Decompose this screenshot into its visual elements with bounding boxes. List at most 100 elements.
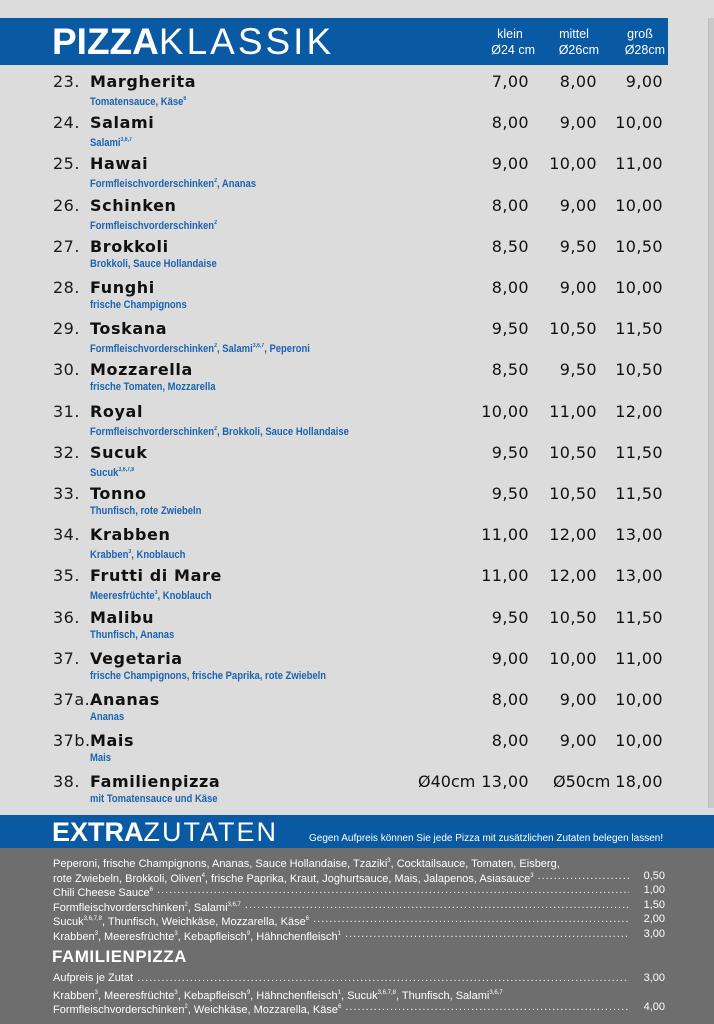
extras-price-list: Peperoni, frische Champignons, Ananas, S…: [53, 854, 665, 943]
price-gross: 10,00: [615, 113, 663, 133]
title-bold: EXTRA: [52, 817, 144, 847]
dot-leader: ........................................…: [345, 1001, 629, 1013]
price-mittel: 10,50: [549, 442, 597, 462]
item-number: 36.: [53, 607, 80, 627]
price-gross: 11,50: [615, 607, 663, 627]
price-gross: 10,00: [615, 278, 663, 297]
price-mittel: 9,00: [559, 690, 597, 709]
item-number: 26.: [53, 195, 80, 215]
menu-item: 31. Royal Formfleischvorderschinken2, Brok…: [0, 401, 714, 442]
size-label: mittel: [559, 27, 589, 41]
extras-price: 1,50: [643, 898, 665, 911]
item-number: 32.: [53, 442, 80, 462]
price-gross: 10,00: [615, 690, 663, 709]
item-number: 34.: [53, 525, 80, 545]
item-description: Sucuk3,6,7,8: [90, 466, 135, 479]
price-klein: 9,00: [491, 154, 529, 174]
price-mittel: 9,00: [559, 113, 597, 133]
price-gross: 11,50: [615, 319, 663, 339]
size-header-gross: groß Ø28cm: [605, 26, 665, 58]
item-name: Schinken: [90, 195, 177, 215]
menu-item: 27. Brokkoli Brokkoli, Sauce Hollandaise 8,…: [0, 236, 714, 277]
item-name: Funghi: [90, 278, 155, 297]
dot-leader: ........................................…: [244, 898, 629, 911]
extras-note: Gegen Aufpreis können Sie jede Pizza mit…: [309, 833, 664, 844]
item-name: Familienpizza: [90, 772, 221, 791]
price-gross: 9,00: [625, 72, 663, 91]
extras-price: 3,00: [643, 927, 665, 940]
price-50cm: 18,00: [615, 772, 663, 791]
menu-item: 37a. Ananas Ananas 8,00 9,00 10,00: [0, 689, 714, 730]
menu-item: 36. Malibu Thunfisch, Ananas 9,50 10,50 11,50: [0, 607, 714, 648]
price-gross: 10,50: [615, 360, 663, 380]
extras-ingredients: Krabben3, Meeresfrüchte3, Kebapfleisch9,…: [53, 989, 503, 1002]
item-name: Tonno: [90, 484, 147, 503]
price-gross: 11,50: [615, 484, 663, 503]
title-bold: PIZZA: [52, 21, 159, 62]
price-mittel: 10,00: [549, 648, 597, 668]
item-description: Thunfisch, Ananas: [90, 628, 175, 641]
price-klein: 7,00: [491, 72, 529, 91]
price-klein: 11,00: [481, 525, 529, 545]
extras-ingredients: Peperoni, frische Champignons, Ananas, S…: [53, 858, 560, 870]
item-description: Thunfisch, rote Zwiebeln: [90, 505, 202, 517]
price-klein: 9,50: [491, 607, 529, 627]
size-label: groß: [627, 27, 653, 41]
price-klein: 8,00: [491, 690, 529, 709]
title-light: ZUTATEN: [143, 817, 279, 847]
price-klein: 8,00: [491, 113, 529, 133]
item-description: Tomatensauce, Käse6: [90, 96, 187, 108]
menu-item: 37b. Mais Mais 8,00 9,00 10,00: [0, 730, 714, 771]
size-label: klein: [497, 27, 523, 41]
item-number: 37.: [53, 648, 80, 668]
price-mittel: 9,00: [559, 278, 597, 297]
item-number: 23.: [53, 72, 80, 91]
menu-item: 35. Frutti di Mare Meeresfrüchte3, Knoblau…: [0, 565, 714, 606]
item-description: frische Tomaten, Mozzarella: [90, 381, 216, 394]
item-name: Malibu: [90, 607, 155, 627]
extras-line: Formfleischvorderschinken2, Salami3,6,7.…: [53, 898, 665, 914]
dot-leader: ........................................…: [156, 884, 629, 896]
price-klein: 8,00: [491, 731, 529, 751]
price-klein: 8,50: [491, 236, 529, 256]
item-name: Salami: [90, 113, 155, 133]
menu-item: 28. Funghi frische Champignons 8,00 9,00 10,0…: [0, 277, 714, 318]
price-klein: 9,50: [491, 319, 529, 339]
extras-line: Peperoni, frische Champignons, Ananas, S…: [53, 854, 665, 870]
price-mittel: 10,50: [549, 319, 597, 339]
item-name: Toskana: [90, 319, 168, 339]
price-mittel: 9,50: [559, 360, 597, 380]
item-name: Mozzarella: [90, 360, 193, 380]
item-description: mit Tomatensauce und Käse: [90, 793, 218, 805]
price-mittel: 9,00: [559, 731, 597, 751]
item-name: Royal: [90, 401, 144, 421]
price-klein: 8,50: [491, 360, 529, 380]
item-number: 33.: [53, 484, 80, 503]
price-40cm: 13,00: [481, 772, 529, 791]
menu-item: 24. Salami Salami3,6,7 8,00 9,00 10,00: [0, 112, 714, 153]
dot-leader: ........................................…: [137, 972, 629, 984]
item-description: Formfleischvorderschinken2, Salami3,6,7,…: [90, 343, 310, 356]
item-description: Brokkoli, Sauce Hollandaise: [90, 257, 217, 270]
price-mittel: 10,50: [549, 607, 597, 627]
price-gross: 13,00: [615, 525, 663, 545]
size-header-mittel: mittel Ø26cm: [539, 26, 599, 58]
extras-price: 2,00: [643, 913, 665, 925]
price-mittel: 9,00: [559, 195, 597, 215]
price-mittel: 12,00: [549, 566, 597, 586]
price-klein: 9,00: [491, 648, 529, 668]
familienpizza-extras-list: Aufpreis je Zutat.......................…: [53, 971, 665, 1016]
size-40cm: Ø40cm: [418, 772, 476, 791]
extras-ingredients: Formfleischvorderschinken2, Weichkäse, M…: [53, 1004, 342, 1016]
item-name: Margherita: [90, 72, 197, 91]
item-description: Meeresfrüchte3, Knoblauch: [90, 590, 212, 603]
menu-item-familienpizza: 38. Familienpizza mit Tomatensauce und K…: [0, 771, 714, 812]
price-gross: 11,00: [615, 648, 663, 668]
price-klein: 8,00: [491, 195, 529, 215]
item-description: Formfleischvorderschinken2: [90, 219, 217, 232]
price-gross: 10,00: [615, 195, 663, 215]
dot-leader: ........................................…: [537, 869, 629, 882]
section-title-pizza-klassik: PIZZAKLASSIK: [52, 22, 334, 62]
menu-item: 32. Sucuk Sucuk3,6,7,8 9,50 10,50 11,50: [0, 442, 714, 483]
familienpizza-extras-title: FAMILIENPIZZA: [52, 947, 187, 966]
